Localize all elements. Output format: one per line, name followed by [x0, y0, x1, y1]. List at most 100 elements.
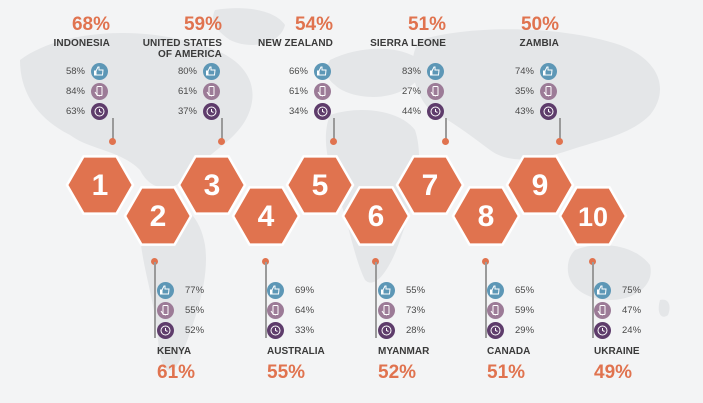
connector-line [221, 118, 223, 140]
rank-number: 7 [422, 169, 439, 202]
country-name: UKRAINE [594, 346, 640, 357]
stat-value: 47% [622, 305, 642, 316]
phone-hand-icon [594, 302, 611, 319]
hexagon-shape [558, 186, 628, 246]
stat-value: 74% [514, 66, 534, 77]
stat-row: 52% [157, 321, 237, 341]
country-overall-percent: 68% [71, 14, 110, 35]
connector-dot [330, 138, 337, 145]
phone-hand-icon [487, 302, 504, 319]
country-overall-percent: 49% [594, 362, 633, 383]
rank-number: 5 [312, 169, 329, 202]
rank-hexagon-6: 6 [341, 186, 411, 246]
country-name: UNITED STATES OF AMERICA [142, 38, 222, 60]
clock-icon [427, 103, 444, 120]
connector-dot [482, 258, 489, 265]
hexagon-shape [177, 155, 247, 215]
clock-icon [91, 103, 108, 120]
stat-value: 75% [622, 285, 642, 296]
stat-value: 59% [515, 305, 535, 316]
clock-icon [267, 322, 284, 339]
stat-value: 44% [401, 106, 421, 117]
clock-icon [487, 322, 504, 339]
rank-hexagon-5: 5 [285, 155, 355, 215]
country-overall-percent: 55% [267, 362, 306, 383]
country-name: AUSTRALIA [267, 346, 325, 357]
stat-value: 65% [515, 285, 535, 296]
hexagon-shape [395, 155, 465, 215]
stat-row: 33% [267, 321, 347, 341]
phone-hand-icon [157, 302, 174, 319]
stat-value: 63% [65, 106, 85, 117]
connector-dot [589, 258, 596, 265]
connector-line [559, 118, 561, 140]
thumbs-up-icon [540, 63, 557, 80]
country-overall-percent: 54% [294, 14, 333, 35]
rank-number: 8 [478, 200, 495, 233]
stat-value: 58% [65, 66, 85, 77]
stat-row: 28% [378, 321, 458, 341]
thumbs-up-icon [594, 282, 611, 299]
stat-value: 64% [295, 305, 315, 316]
rank-hexagon-2: 2 [123, 186, 193, 246]
country-name: KENYA [157, 346, 192, 357]
thumbs-up-icon [314, 63, 331, 80]
stat-row: 77% [157, 281, 237, 301]
clock-icon [203, 103, 220, 120]
stat-value: 55% [406, 285, 426, 296]
stat-row: 24% [594, 321, 674, 341]
country-name: MYANMAR [378, 346, 430, 357]
rank-hexagon-7: 7 [395, 155, 465, 215]
stat-value: 24% [622, 325, 642, 336]
country-name: INDONESIA [53, 38, 110, 49]
rank-number: 6 [368, 200, 385, 233]
hexagon-shape [505, 155, 575, 215]
clock-icon [540, 103, 557, 120]
rank-number: 1 [92, 169, 109, 202]
rank-number: 4 [258, 200, 275, 233]
thumbs-up-icon [378, 282, 395, 299]
connector-dot [262, 258, 269, 265]
stat-value: 83% [401, 66, 421, 77]
connector-dot [218, 138, 225, 145]
thumbs-up-icon [157, 282, 174, 299]
country-overall-percent: 59% [183, 14, 222, 35]
stat-row: 69% [267, 281, 347, 301]
connector-dot [372, 258, 379, 265]
connector-dot [556, 138, 563, 145]
thumbs-up-icon [203, 63, 220, 80]
phone-hand-icon [427, 83, 444, 100]
phone-hand-icon [91, 83, 108, 100]
rank-hexagon-10: 10 [558, 186, 628, 246]
phone-hand-icon [203, 83, 220, 100]
rank-number: 10 [578, 202, 608, 232]
hexagon-shape [65, 155, 135, 215]
hexagon-shape [123, 186, 193, 246]
connector-dot [109, 138, 116, 145]
stat-row: 47% [594, 301, 674, 321]
rank-number: 9 [532, 169, 549, 202]
stat-value: 33% [295, 325, 315, 336]
rank-hexagon-3: 3 [177, 155, 247, 215]
country-overall-percent: 51% [487, 362, 526, 383]
connector-line [592, 262, 594, 338]
rank-hexagon-1: 1 [65, 155, 135, 215]
stat-value: 80% [177, 66, 197, 77]
hexagon-shape [341, 186, 411, 246]
stat-value: 73% [406, 305, 426, 316]
connector-line [154, 262, 156, 338]
thumbs-up-icon [267, 282, 284, 299]
phone-hand-icon [378, 302, 395, 319]
stat-value: 61% [177, 86, 197, 97]
phone-hand-icon [267, 302, 284, 319]
clock-icon [378, 322, 395, 339]
connector-line [333, 118, 335, 140]
stat-row: 59% [487, 301, 567, 321]
stat-value: 35% [514, 86, 534, 97]
country-name: CANADA [487, 346, 531, 357]
stat-value: 29% [515, 325, 535, 336]
phone-hand-icon [540, 83, 557, 100]
hexagon-shape [285, 155, 355, 215]
stat-value: 28% [406, 325, 426, 336]
